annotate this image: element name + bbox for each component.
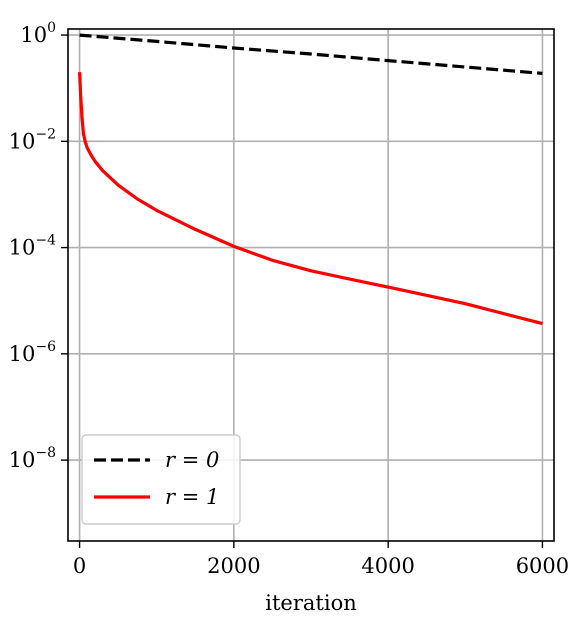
series-line-r1 [78,72,543,326]
y-tick-base: 10 [20,23,47,47]
y-tick-label: 10−8 [9,445,56,472]
y-tick-base: 10 [9,342,36,366]
y-tick-label: 10−4 [9,233,56,260]
legend-box [81,434,241,525]
x-tick-label: 6000 [516,554,569,578]
y-tick-base: 10 [9,236,36,260]
legend-label: r = 0 [165,448,219,472]
series-lines [78,33,543,326]
y-tick-base: 10 [9,448,36,472]
y-tick-exponent: −8 [35,445,56,461]
x-axis-title: iteration [265,591,356,615]
y-tick-exponent: 0 [47,20,56,36]
plot-frame [67,28,555,542]
grid-lines [68,29,554,541]
y-tick-label: 10−2 [9,126,56,153]
legend: r = 0 r = 1 [81,434,241,525]
y-tick-exponent: −6 [35,339,56,355]
x-tick-label: 4000 [361,554,414,578]
y-tick-label: 100 [20,20,56,47]
x-tick-label: 2000 [207,554,260,578]
y-tick-base: 10 [9,129,36,153]
series-line-r0 [79,33,543,75]
x-tick-label: 0 [73,554,86,578]
y-tick-exponent: −2 [35,126,56,142]
legend-label: r = 1 [165,485,219,509]
y-tick-label: 10−6 [9,339,56,366]
y-tick-exponent: −4 [35,233,56,249]
